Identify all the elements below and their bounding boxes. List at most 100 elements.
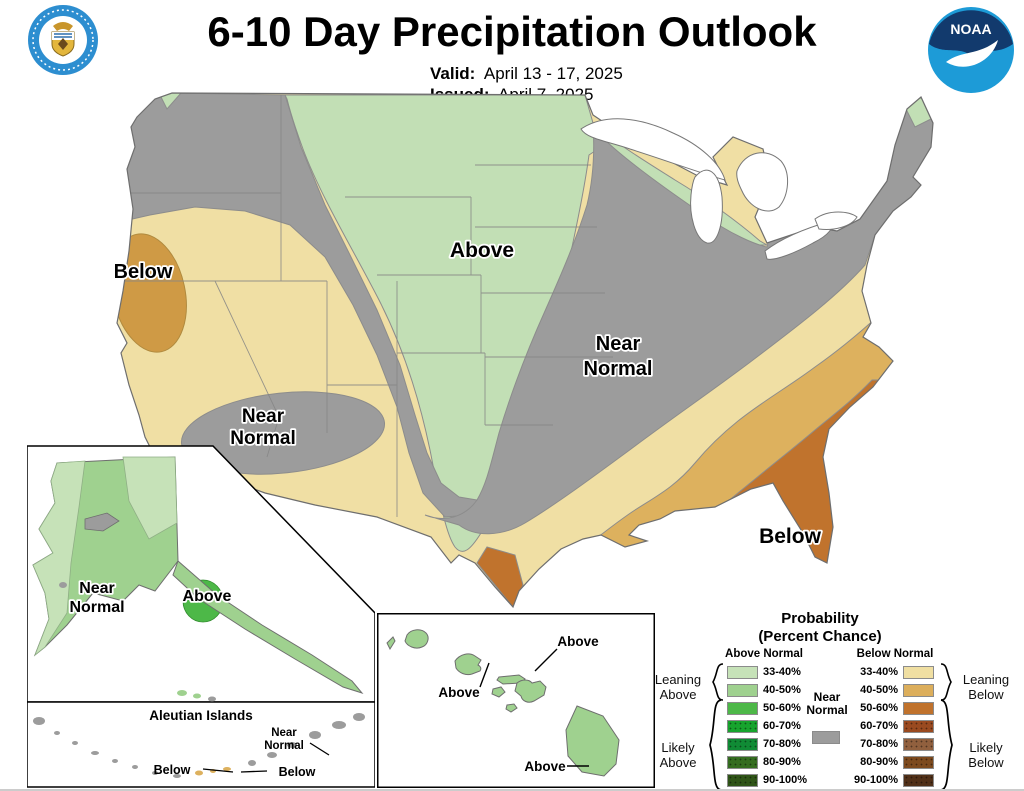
label-above-hawaii-left: Above <box>438 685 480 700</box>
island-lanai <box>491 686 506 698</box>
label-near-midwest: Near <box>596 333 641 355</box>
legend-swatch-below-60-70 <box>903 720 934 733</box>
island-speck <box>353 713 365 721</box>
doc-seal-logo <box>27 4 99 76</box>
legend-swatch-below-70-80 <box>903 738 934 751</box>
lake-huron <box>736 152 788 212</box>
legend-swatch-above-60-70 <box>727 720 758 733</box>
island-speck <box>309 731 321 739</box>
legend-range-above-5: 80-90% <box>763 756 801 768</box>
hawaii-islands <box>386 629 620 777</box>
island-speck <box>193 693 201 699</box>
label-above-hawaii-top: Above <box>557 634 599 649</box>
island-oahu <box>454 653 482 676</box>
legend-range-above-6: 90-100% <box>763 774 808 786</box>
legend-likely-below: Likely Below <box>968 740 1004 770</box>
label-below-california: Below <box>115 261 173 283</box>
legend-range-below-5: 80-90% <box>860 756 898 768</box>
label-near-arizona: Near <box>242 406 285 427</box>
label-near-alaska: Near <box>79 580 115 597</box>
valid-line: Valid: April 13 - 17, 2025 <box>430 63 623 84</box>
legend-swatch-above-80-90 <box>727 756 758 769</box>
brace-leaning-below <box>938 663 954 701</box>
island-speck <box>132 765 138 769</box>
region-near-normal-west <box>117 93 478 518</box>
lake-michigan <box>690 169 723 244</box>
lake-erie <box>764 220 833 260</box>
aleutian-pointer-lines <box>202 742 330 773</box>
st-lawrence-island <box>84 512 120 532</box>
legend-below-header: Below Normal <box>856 648 934 660</box>
island-speck <box>267 752 277 758</box>
legend-swatch-below-80-90 <box>903 756 934 769</box>
state-border-lines <box>117 95 613 517</box>
doc-seal-graphic <box>28 5 98 75</box>
legend-range-above-4: 70-80% <box>763 738 801 750</box>
label-normal-arizona: Normal <box>230 428 295 449</box>
island-speck <box>70 600 76 606</box>
island-speck-tan <box>195 770 203 776</box>
island-big-island <box>565 705 620 777</box>
legend-range-below-0: 33-40% <box>860 666 898 678</box>
region-near-normal-arizona <box>180 391 386 475</box>
label-below-aleutian-right: Below <box>279 765 316 779</box>
legend-leaning-below: Leaning Below <box>962 672 1010 702</box>
legend-range-above-0: 33-40% <box>763 666 801 678</box>
valid-value: April 13 - 17, 2025 <box>483 64 623 83</box>
legend-title-block: Probability (Percent Chance) <box>720 610 920 646</box>
island-speck <box>59 582 67 588</box>
great-lakes <box>580 118 858 260</box>
doc-seal-ring-dots <box>32 9 94 71</box>
brace-leaning-above <box>710 663 726 701</box>
island-speck <box>287 742 297 748</box>
label-normal-aleutian: Normal <box>264 740 304 752</box>
label-above-plains: Above <box>450 239 514 262</box>
legend-range-below-3: 60-70% <box>860 720 898 732</box>
valid-label: Valid: <box>430 64 476 83</box>
lake-superior <box>580 118 726 181</box>
island-speck <box>208 696 216 702</box>
label-near-aleutian: Near <box>271 727 297 739</box>
brace-likely-above <box>706 699 724 791</box>
legend-range-above-1: 40-50% <box>763 684 801 696</box>
island-speck <box>72 741 78 745</box>
legend-swatch-above-70-80 <box>727 738 758 751</box>
island-speck <box>177 690 187 696</box>
alaska-light-green-northeast <box>122 456 178 540</box>
island-speck <box>173 774 181 778</box>
page-title: 6-10 Day Precipitation Outlook <box>207 8 817 55</box>
hawaii-inset-svg: Above Above Above <box>377 613 655 788</box>
doc-seal-ship <box>58 38 68 50</box>
alaska-inset-svg: Near Normal Above Aleutian Islands <box>27 445 375 788</box>
label-above-hawaii-bottom: Above <box>524 759 566 774</box>
legend-likely-above: Likely Above <box>659 740 697 770</box>
legend-swatch-above-40-50 <box>727 684 758 697</box>
region-below-50-60-south-texas <box>476 546 524 607</box>
label-normal-alaska: Normal <box>69 599 124 616</box>
legend-swatch-near-normal <box>812 731 840 744</box>
label-below-florida: Below <box>759 525 822 548</box>
island-speck <box>112 759 118 763</box>
island-speck <box>248 760 256 766</box>
region-below-40-50-california <box>117 233 187 353</box>
noaa-logo-text: NOAA <box>950 21 991 37</box>
region-above-nw-washington <box>158 93 183 110</box>
legend-subtitle: (Percent Chance) <box>758 628 882 645</box>
noaa-logo: NOAA <box>926 4 1016 94</box>
island-speck <box>54 731 60 735</box>
island-niihau <box>386 636 396 651</box>
legend-above-header: Above Normal <box>725 648 803 660</box>
alaska-light-green-west <box>32 460 86 657</box>
legend-swatch-below-90-100 <box>903 774 934 787</box>
island-kahoolawe <box>505 703 518 713</box>
brace-likely-below <box>938 699 956 791</box>
legend-swatch-above-33-40 <box>727 666 758 679</box>
page-bottom-divider <box>0 789 1024 791</box>
island-maui <box>514 679 547 703</box>
island-speck-tan <box>223 767 231 771</box>
legend-range-above-3: 60-70% <box>763 720 801 732</box>
island-speck <box>332 721 346 729</box>
legend-swatch-above-50-60 <box>727 702 758 715</box>
hawaii-pointer-lines <box>479 648 589 767</box>
